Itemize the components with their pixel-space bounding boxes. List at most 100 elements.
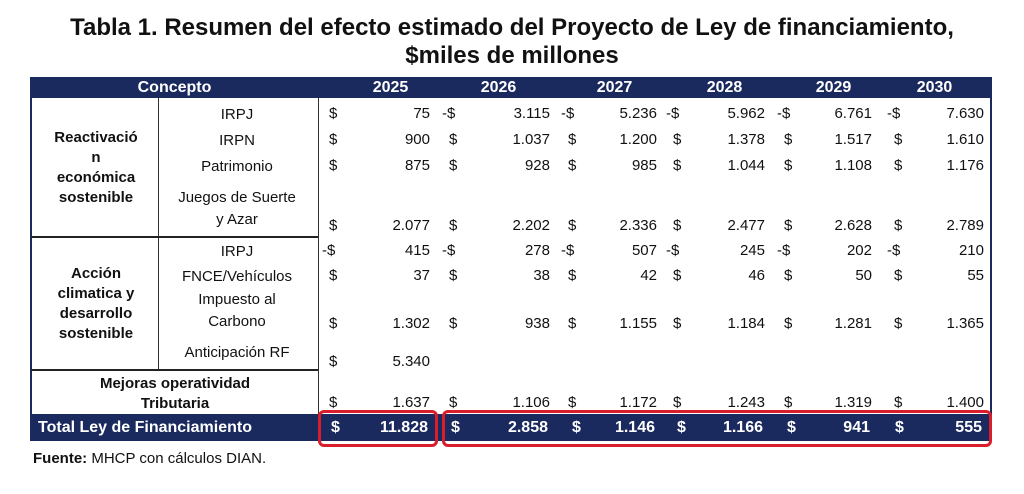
header-year-2028: 2028 — [706, 79, 743, 96]
cell-currency-sign: $ — [329, 353, 338, 370]
cell-currency-sign: $ — [568, 131, 577, 148]
cell-value: 5.340 — [392, 353, 430, 370]
cell-value: 2.628 — [834, 217, 872, 234]
cell-currency-sign: -$ — [777, 105, 791, 122]
cell-currency-sign: $ — [449, 315, 458, 332]
cell-value: 2.477 — [727, 217, 765, 234]
cell-currency-sign: -$ — [561, 105, 575, 122]
header-year-2030: 2030 — [916, 79, 953, 96]
row-concept-label: Juegos de Suerte — [178, 189, 296, 206]
cell-value: 985 — [631, 157, 657, 174]
group-label-line: Acción — [70, 265, 121, 282]
cell-currency-sign: $ — [449, 157, 458, 174]
cell-value: 37 — [413, 267, 430, 284]
cell-value: 1.243 — [727, 394, 765, 411]
cell-value: 1.106 — [512, 394, 550, 411]
cell-currency-sign: $ — [449, 267, 458, 284]
highlight-box-2026-2030 — [442, 410, 992, 447]
group-label-line: económica — [56, 169, 136, 186]
cell-value: 50 — [855, 267, 872, 284]
title-line-2: $miles de millones — [405, 42, 619, 69]
cell-value: 2.789 — [946, 217, 984, 234]
cell-currency-sign: $ — [894, 131, 903, 148]
cell-currency-sign: $ — [673, 217, 682, 234]
row-concept-label: Anticipación RF — [184, 344, 290, 361]
cell-currency-sign: $ — [784, 315, 793, 332]
group-label-line: Mejoras operatividad — [99, 375, 251, 392]
cell-value: 900 — [404, 131, 430, 148]
cell-currency-sign: -$ — [777, 242, 791, 259]
cell-currency-sign: -$ — [561, 242, 575, 259]
total-currency-sign: $ — [451, 419, 460, 436]
header-year-2025: 2025 — [372, 79, 409, 96]
total-currency-sign: $ — [331, 419, 340, 436]
cell-currency-sign: $ — [673, 267, 682, 284]
cell-value: 1.172 — [619, 394, 657, 411]
cell-value: 38 — [533, 267, 550, 284]
table-title: Tabla 1. Resumen del efecto estimado del… — [0, 14, 1024, 70]
header-concepto: Concepto — [137, 79, 212, 96]
group-separator-2 — [31, 369, 318, 371]
cell-currency-sign: $ — [568, 267, 577, 284]
total-value: 941 — [843, 419, 870, 436]
group-label-line: sostenible — [58, 189, 134, 206]
total-currency-sign: $ — [572, 419, 581, 436]
header-year-2029: 2029 — [815, 79, 852, 96]
cell-value: 278 — [524, 242, 550, 259]
row-concept-label: IRPN — [219, 132, 255, 149]
cell-value: 507 — [631, 242, 657, 259]
cell-value: 928 — [524, 157, 550, 174]
cell-value: 55 — [967, 267, 984, 284]
group-label-mejoras-operatividad: Mejoras operatividad Tributaria — [34, 374, 316, 414]
cell-value: 1.155 — [619, 315, 657, 332]
cell-value: 75 — [413, 105, 430, 122]
cell-currency-sign: $ — [329, 267, 338, 284]
cell-value: 2.077 — [392, 217, 430, 234]
cell-currency-sign: -$ — [887, 242, 901, 259]
group-label-reactivacion: Reactivació n económica sostenible — [34, 128, 158, 208]
total-row-bar — [31, 414, 991, 440]
group-label-line: n — [91, 149, 101, 166]
row-concept-label: FNCE/Vehículos — [181, 268, 293, 285]
cell-value: 1.302 — [392, 315, 430, 332]
cell-currency-sign: $ — [784, 394, 793, 411]
cell-value: 3.115 — [513, 105, 550, 122]
cell-currency-sign: $ — [329, 315, 338, 332]
group-separator-1 — [31, 236, 318, 238]
row-concept-label: Patrimonio — [201, 158, 273, 175]
cell-value: 1.200 — [619, 131, 657, 148]
cell-value: 5.962 — [727, 105, 765, 122]
row-concept-label: Carbono — [208, 313, 266, 330]
cell-currency-sign: -$ — [666, 242, 680, 259]
cell-value: 6.761 — [834, 105, 872, 122]
cell-currency-sign: $ — [329, 157, 338, 174]
total-currency-sign: $ — [677, 419, 686, 436]
cell-currency-sign: -$ — [442, 105, 456, 122]
total-value: 1.146 — [614, 419, 655, 436]
cell-value: 1.044 — [727, 157, 765, 174]
cell-currency-sign: $ — [449, 394, 458, 411]
source-text: MHCP con cálculos DIAN. — [87, 450, 267, 467]
cell-currency-sign: $ — [673, 131, 682, 148]
cell-currency-sign: $ — [894, 217, 903, 234]
cell-value: 415 — [404, 242, 430, 259]
total-currency-sign: $ — [895, 419, 904, 436]
group-label-line: Tributaria — [140, 395, 210, 412]
cell-currency-sign: $ — [784, 157, 793, 174]
cell-currency-sign: $ — [449, 131, 458, 148]
cell-value: 1.637 — [392, 394, 430, 411]
cell-value: 1.378 — [727, 131, 765, 148]
row-concept-label: Impuesto al — [198, 291, 276, 308]
cell-value: 1.610 — [946, 131, 984, 148]
cell-value: 1.517 — [834, 131, 872, 148]
cell-currency-sign: $ — [894, 315, 903, 332]
cell-currency-sign: $ — [784, 131, 793, 148]
cell-value: 1.365 — [946, 315, 984, 332]
cell-currency-sign: $ — [784, 267, 793, 284]
cell-value: 1.184 — [727, 315, 765, 332]
header-year-2027: 2027 — [596, 79, 633, 96]
header-bar — [31, 78, 991, 98]
cell-currency-sign: $ — [894, 267, 903, 284]
cell-value: 1.176 — [946, 157, 984, 174]
cell-value: 202 — [846, 242, 872, 259]
